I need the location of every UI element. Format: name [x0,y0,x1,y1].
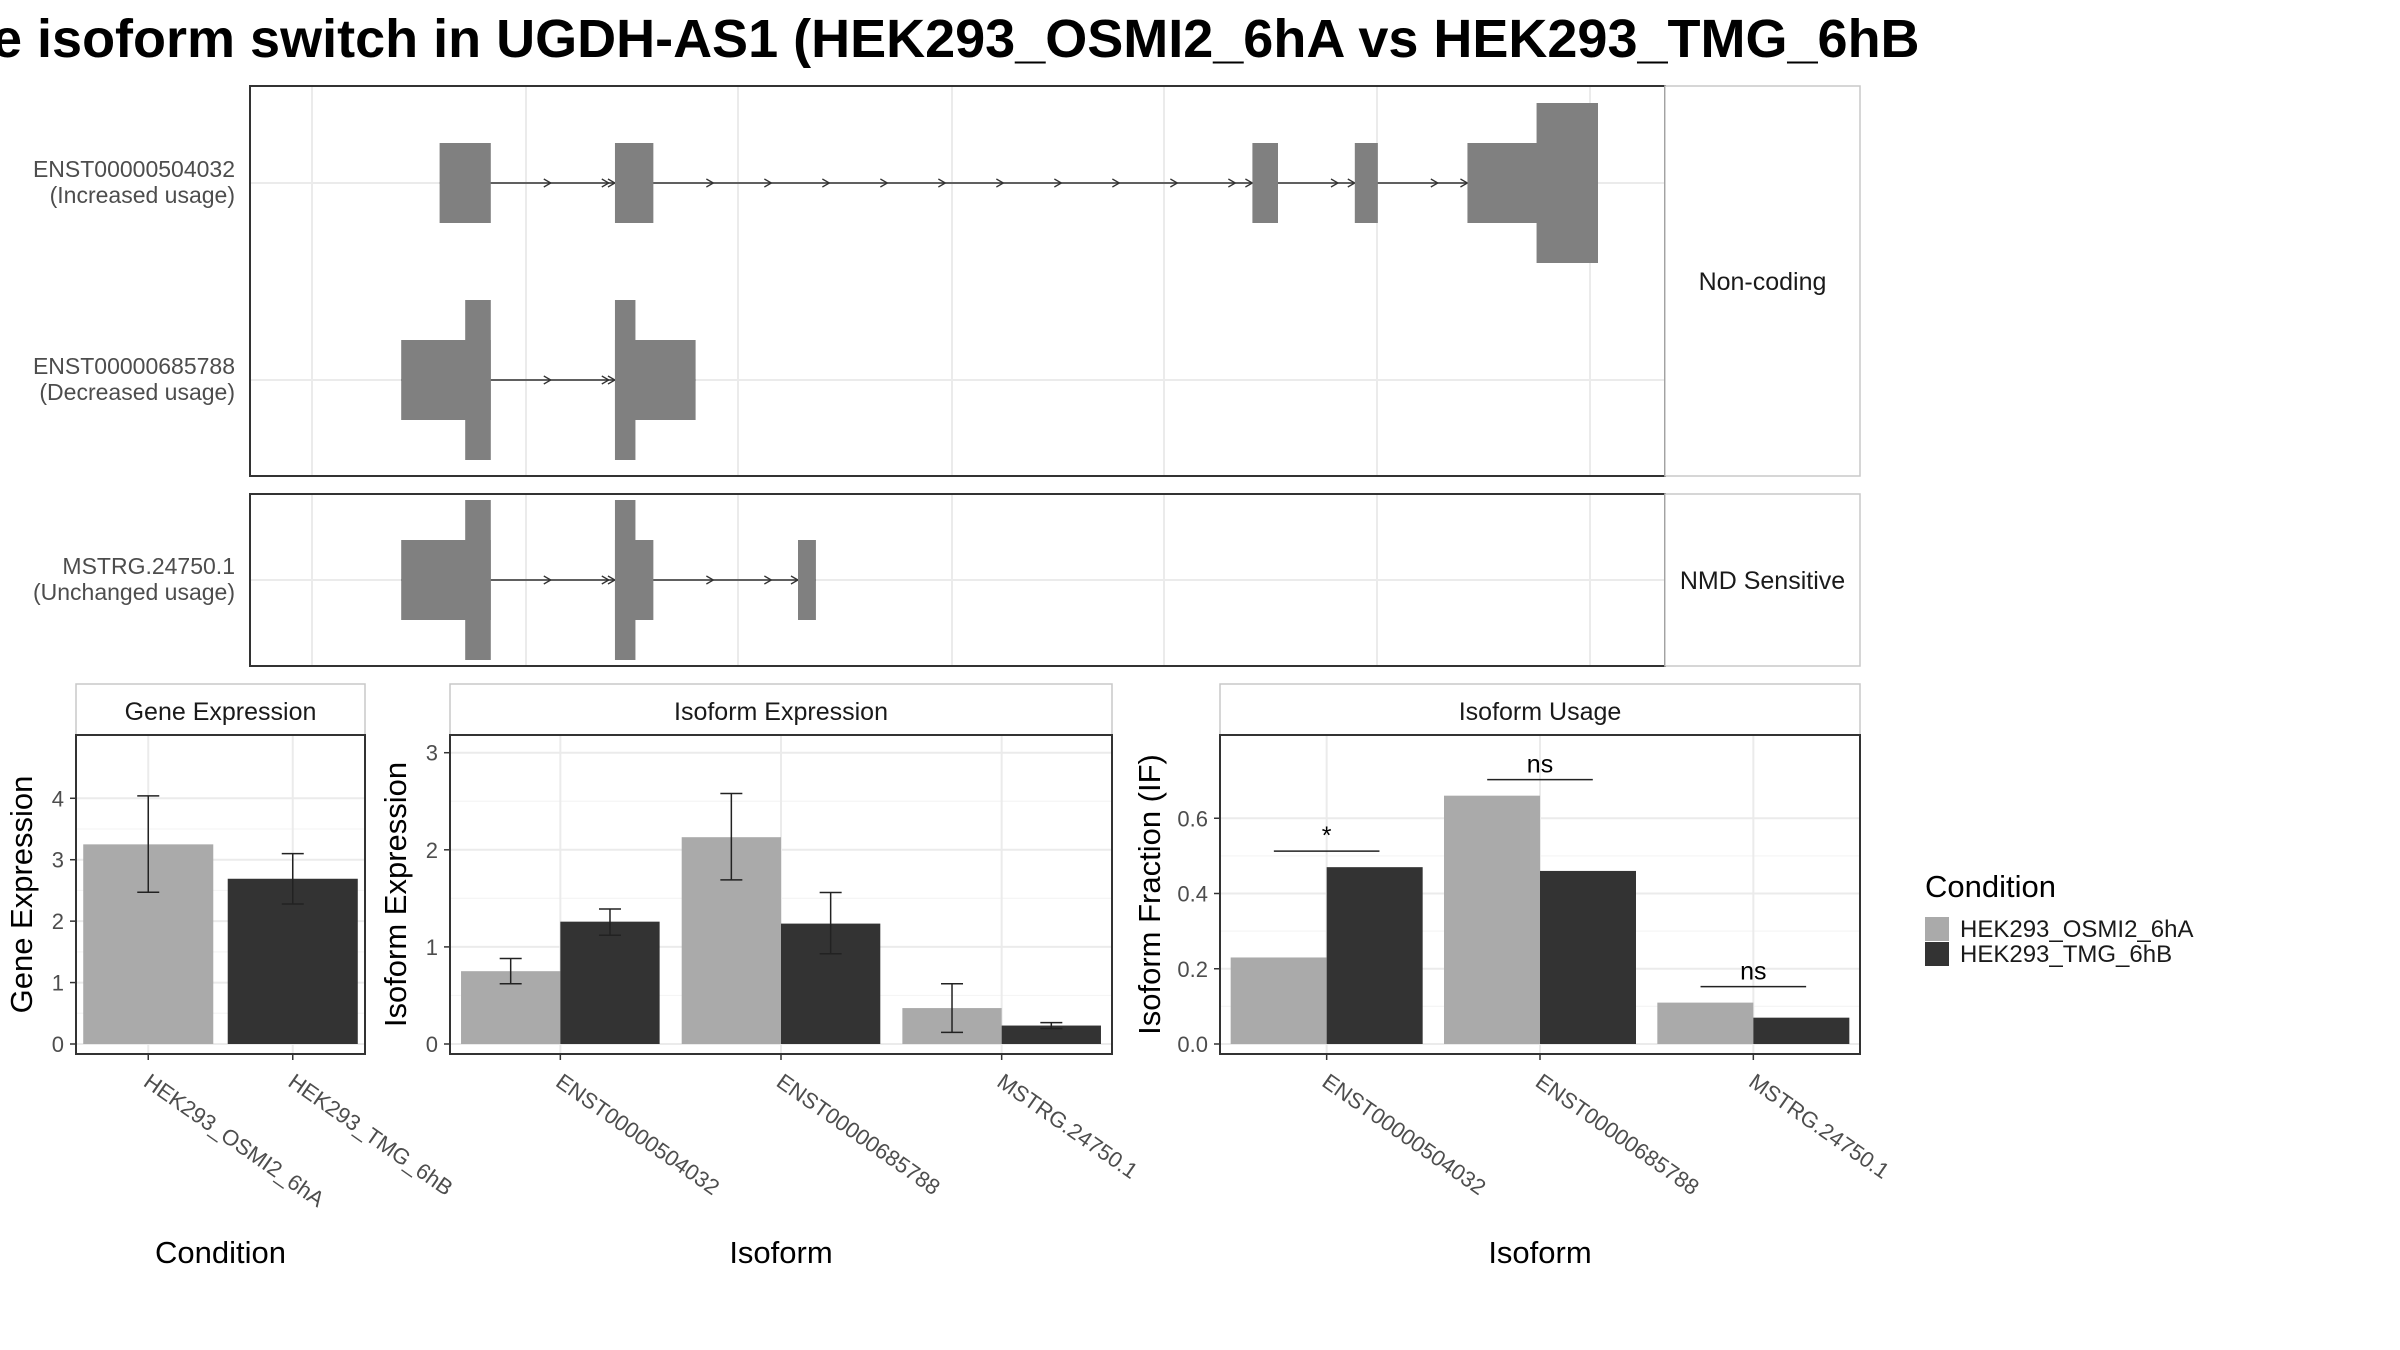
chart-title: Gene Expression [125,698,317,726]
strand-arrow [706,575,715,585]
x-tick-label: ENST00000685788 [772,1069,945,1200]
strand-arrow [764,575,773,585]
strand-arrow [1054,178,1063,188]
exon-utr [439,143,491,223]
bar-condition-b [1001,1025,1101,1044]
strand-arrow [601,178,611,188]
legend-key-condition-a [1925,917,1949,941]
exon-cds [465,300,491,460]
transcript-usage-label: (Decreased usage) [39,379,235,405]
y-axis-title: Isoform Expression [378,762,413,1027]
y-tick-label: 0 [426,1032,438,1057]
bar-chart-panel: Isoform Expression 0 1 2 3 ENST00000504032 ENS… [378,683,1143,1270]
transcript-usage-label: (Unchanged usage) [33,579,235,605]
plot-border [449,734,1113,1055]
legend-item-label: HEK293_OSMI2_6hA [1960,916,2193,943]
facet-strip [1664,85,1861,477]
strand-arrow [543,375,553,385]
legend-key-condition-b [1925,942,1949,966]
y-tick-label: 1 [52,971,64,996]
significance-label: ns [1740,958,1766,986]
y-tick-label: 0.4 [1177,882,1208,907]
y-tick-label: 3 [52,848,64,873]
structure-facet: ENST00000504032(Increased usage) ENST0000… [33,85,1861,477]
bar-condition-b [1540,870,1636,1044]
strand-arrow [996,178,1005,188]
exon-utr [1252,143,1278,223]
bar-condition-a [1657,1002,1754,1044]
transcript-id-label: MSTRG.24750.1 [62,553,235,579]
transcript-id-label: ENST00000504032 [33,156,235,182]
bar-condition-b [1753,1017,1850,1044]
exon-utr [614,143,654,223]
significance-label: ns [1527,751,1553,779]
y-tick-label: 2 [52,909,64,934]
y-tick-label: 4 [52,786,64,811]
chart-title: Isoform Expression [674,698,888,726]
transcript-usage-label: (Increased usage) [50,182,235,208]
strand-arrow [764,178,773,188]
figure-title: e isoform switch in UGDH-AS1 (HEK293_OSM… [0,9,1920,69]
x-tick-label: MSTRG.24750.1 [1744,1069,1894,1184]
strand-arrow [543,575,553,585]
bar-condition-a [1230,957,1327,1044]
y-tick-label: 0.2 [1177,957,1208,982]
exon-cds [465,500,491,660]
facet-strip-label: Non-coding [1699,268,1827,296]
bar-condition-b [1326,867,1423,1044]
exon-cds [614,500,636,660]
exon-utr [1354,143,1378,223]
transcript-structure-panel: ENST00000504032(Increased usage) ENST0000… [33,85,1861,667]
plot-border [75,734,366,1055]
facet-strip-label: NMD Sensitive [1680,567,1845,595]
exon-cds [614,300,636,460]
y-tick-label: 0 [52,1032,64,1057]
strand-arrow [601,575,611,585]
expression-bar-charts: Gene Expression01234HEK293_OSMI2_6hAHEK2… [4,683,1894,1270]
y-tick-label: 3 [426,741,438,766]
strand-arrow [822,178,831,188]
strand-arrow [1228,178,1237,188]
facet-strip [1664,493,1861,667]
y-tick-label: 1 [426,935,438,960]
x-axis-title: Isoform [729,1235,832,1270]
strand-arrow [601,375,611,385]
y-axis-title: Gene Expression [4,776,39,1014]
x-axis-title: Isoform [1488,1235,1591,1270]
strand-arrow [543,178,553,188]
strand-arrow [1170,178,1179,188]
chart-title: Isoform Usage [1459,698,1622,726]
x-tick-label: ENST00000685788 [1531,1069,1704,1200]
strand-arrow [1430,178,1440,188]
strand-arrow [1330,178,1340,188]
y-axis-title: Isoform Fraction (IF) [1132,754,1167,1035]
y-tick-label: 0.6 [1177,806,1208,831]
bar-condition-b [560,921,660,1044]
chart-strip [449,683,1113,736]
x-tick-label: ENST00000504032 [1318,1069,1491,1200]
structure-facet: MSTRG.24750.1(Unchanged usage) NMD Sensit… [33,493,1861,667]
exon-cds [1536,103,1598,263]
y-tick-label: 0.0 [1177,1032,1208,1057]
significance-label: * [1322,822,1332,850]
x-tick-label: ENST00000504032 [551,1069,724,1200]
legend-title: Condition [1925,869,2056,904]
legend-item-label: HEK293_TMG_6hB [1960,941,2172,968]
strand-arrow [706,178,715,188]
transcript-id-label: ENST00000685788 [33,353,235,379]
exon-utr [798,540,816,620]
bar-chart-panel: Isoform Usage 0.0 0.2 0.4 0.6 * ns ns ENST000005… [1132,683,1894,1270]
strand-arrow [880,178,889,188]
x-tick-label: MSTRG.24750.1 [993,1069,1143,1184]
strand-arrow [1112,178,1121,188]
strand-arrow [938,178,947,188]
bar-condition-b [227,878,358,1044]
bar-condition-a [1444,795,1540,1044]
plot-border [1219,734,1861,1055]
x-axis-title: Condition [155,1235,286,1270]
y-tick-label: 2 [426,838,438,863]
